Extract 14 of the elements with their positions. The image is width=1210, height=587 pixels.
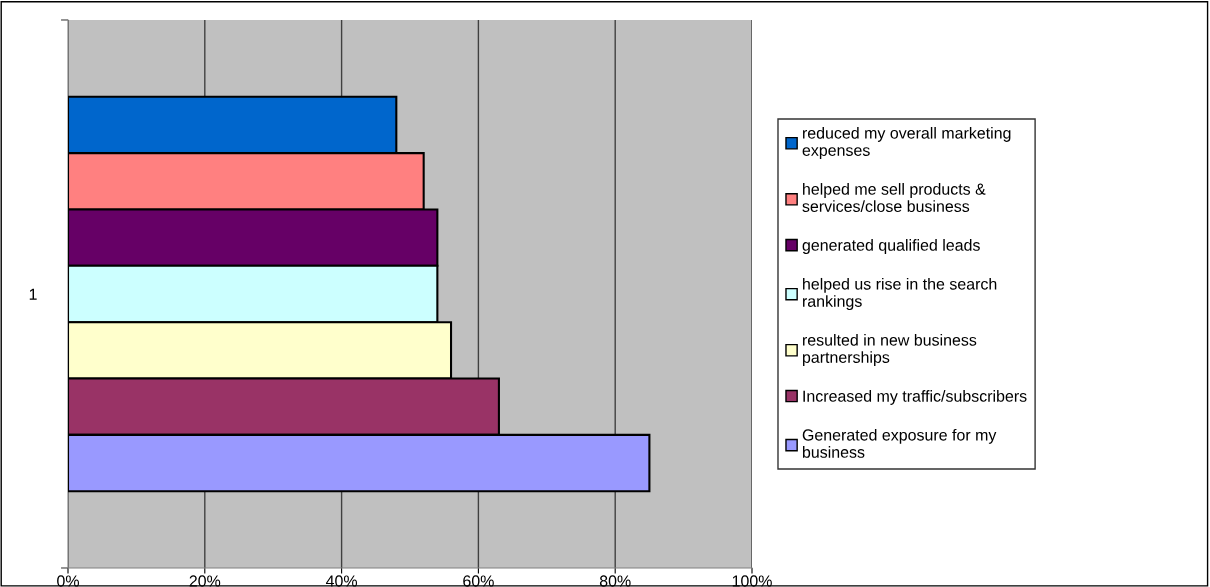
legend-label: resulted in new business partnerships <box>802 334 977 367</box>
x-tick-label: 100% <box>732 575 772 587</box>
legend-label: helped us rise in the search rankings <box>803 277 997 311</box>
x-tick-label: 0% <box>57 575 79 587</box>
legend-label: reduced my overall marketing expenses <box>802 127 1011 160</box>
legend-label: Increased my traffic/subscribers <box>803 390 1027 405</box>
x-tick-label: 80% <box>599 575 631 587</box>
x-tick-label: 20% <box>189 575 221 587</box>
legend-label: helped me sell products & services/close business <box>802 183 986 212</box>
x-tick-label: 60% <box>463 575 494 587</box>
legend-label: generated qualified leads <box>802 239 980 254</box>
y-tick-label: 1 <box>29 288 37 300</box>
legend-label: Generated exposure for my business <box>802 428 997 458</box>
x-tick-label: 40% <box>325 575 358 587</box>
